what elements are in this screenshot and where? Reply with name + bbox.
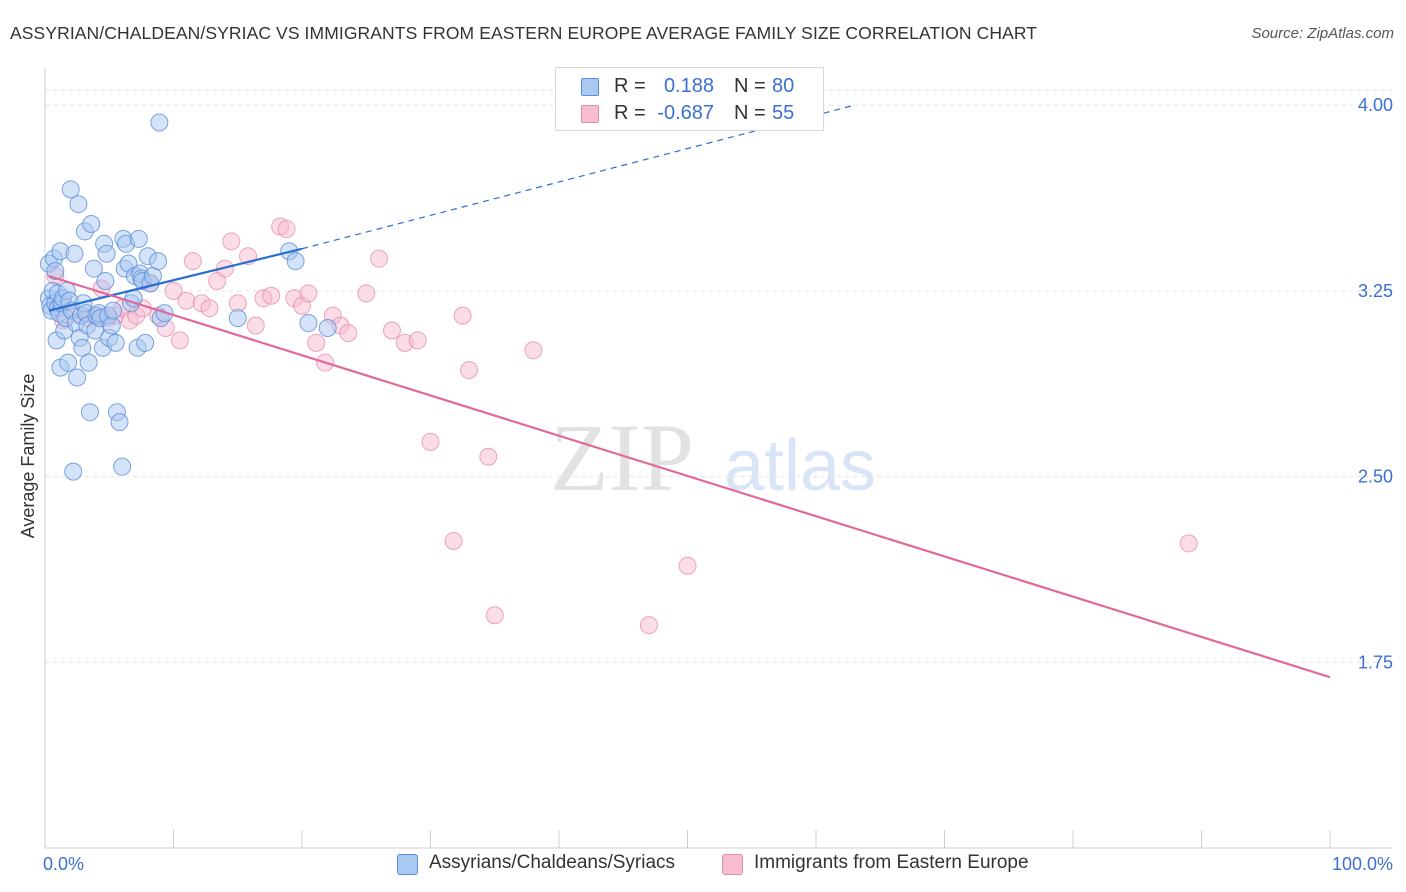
legend-n-label: N = bbox=[734, 102, 766, 124]
legend-r-label: R = bbox=[614, 102, 646, 124]
x-tick-label-end: 100.0% bbox=[1332, 854, 1393, 874]
legend-n-value-pink: 55 bbox=[772, 102, 795, 124]
watermark-zip: ZIP bbox=[550, 404, 694, 511]
blue-data-point bbox=[82, 215, 101, 233]
y-tick-label: 2.50 bbox=[1358, 467, 1393, 487]
legend-r-value-blue: 0.188 bbox=[663, 75, 714, 97]
pink-data-point bbox=[246, 316, 265, 335]
pink-data-point bbox=[639, 616, 658, 635]
pink-data-point bbox=[479, 447, 498, 466]
blue-data-point bbox=[149, 252, 168, 271]
blue-data-point bbox=[59, 353, 78, 372]
pink-data-point bbox=[453, 306, 472, 325]
legend-r-label: R = bbox=[614, 75, 646, 97]
y-tick-label: 3.25 bbox=[1358, 281, 1393, 301]
pink-data-point bbox=[299, 284, 318, 303]
blue-trend-line bbox=[48, 247, 303, 312]
pink-data-point bbox=[277, 219, 296, 238]
pink-data-point bbox=[170, 331, 189, 350]
y-tick-label: 4.00 bbox=[1358, 95, 1393, 115]
blue-data-point bbox=[97, 244, 116, 263]
bottom-legend-swatch-pink bbox=[722, 854, 743, 875]
pink-data-point bbox=[262, 286, 281, 305]
blue-data-point bbox=[69, 195, 88, 214]
correlation-legend: R = 0.188 N = 80 R = -0.687 N = 55 bbox=[555, 67, 824, 131]
blue-data-point bbox=[299, 314, 318, 333]
legend-n-label: N = bbox=[734, 75, 766, 97]
pink-data-point bbox=[444, 531, 463, 550]
blue-data-point bbox=[286, 252, 305, 271]
blue-data-point bbox=[68, 368, 87, 387]
legend-swatch-pink bbox=[581, 105, 599, 123]
blue-data-point bbox=[80, 403, 99, 422]
blue-data-point bbox=[129, 229, 148, 248]
blue-series-points bbox=[39, 113, 337, 481]
bottom-legend-label-pink: Immigrants from Eastern Europe bbox=[754, 852, 1029, 873]
y-tick-label: 1.75 bbox=[1358, 652, 1393, 672]
pink-data-point bbox=[307, 333, 326, 352]
blue-data-point bbox=[84, 259, 103, 278]
pink-data-point bbox=[485, 606, 504, 625]
pink-data-point bbox=[370, 249, 389, 268]
chart-title: ASSYRIAN/CHALDEAN/SYRIAC VS IMMIGRANTS F… bbox=[10, 23, 1038, 43]
blue-data-point bbox=[150, 113, 169, 132]
legend-n-value-blue: 80 bbox=[772, 75, 795, 97]
pink-data-point bbox=[408, 331, 427, 350]
x-tick-label-start: 0.0% bbox=[43, 854, 84, 874]
blue-data-point bbox=[318, 319, 337, 337]
legend-row-blue: R = 0.188 N = 80 bbox=[556, 73, 823, 101]
pink-data-point bbox=[177, 291, 196, 310]
pink-trend-line bbox=[48, 274, 1331, 679]
blue-data-point bbox=[79, 353, 98, 372]
y-axis-label: Average Family Size bbox=[18, 374, 38, 539]
watermark-atlas: atlas bbox=[724, 426, 876, 506]
pink-data-point bbox=[1179, 534, 1198, 553]
blue-data-point bbox=[110, 413, 129, 432]
legend-r-value-pink: -0.687 bbox=[657, 102, 714, 124]
pink-data-point bbox=[460, 361, 479, 380]
blue-data-point bbox=[136, 333, 155, 352]
blue-data-point bbox=[228, 309, 247, 328]
pink-data-point bbox=[678, 556, 697, 575]
watermark: ZIP atlas bbox=[550, 404, 876, 511]
legend-row-pink: R = -0.687 N = 55 bbox=[556, 100, 823, 128]
blue-data-point bbox=[64, 462, 83, 481]
bottom-legend-label-blue: Assyrians/Chaldeans/Syriacs bbox=[429, 852, 676, 873]
blue-data-point bbox=[46, 262, 65, 281]
grid-lines bbox=[45, 89, 1392, 663]
pink-data-point bbox=[183, 252, 202, 271]
pink-data-point bbox=[164, 281, 183, 300]
pink-data-point bbox=[200, 299, 219, 318]
blue-data-point bbox=[104, 301, 123, 320]
blue-data-point bbox=[96, 271, 115, 290]
source-label: Source: ZipAtlas.com bbox=[1251, 25, 1394, 42]
pink-data-point bbox=[382, 321, 401, 340]
trend-lines bbox=[48, 104, 1331, 679]
pink-data-point bbox=[421, 432, 440, 451]
blue-data-point bbox=[113, 457, 132, 476]
bottom-legend-swatch-blue bbox=[397, 854, 418, 875]
pink-data-point bbox=[222, 232, 241, 251]
pink-data-point bbox=[524, 341, 543, 360]
axis-labels: 1.75 2.50 3.25 4.00 0.0% 100.0% Average Family… bbox=[18, 95, 1393, 874]
blue-data-point bbox=[73, 338, 92, 357]
blue-data-point bbox=[106, 333, 125, 352]
blue-data-point bbox=[65, 244, 84, 263]
legend-swatch-blue bbox=[581, 78, 599, 96]
axes bbox=[44, 68, 1392, 849]
pink-data-point bbox=[339, 323, 358, 342]
pink-data-point bbox=[357, 284, 376, 303]
blue-data-point bbox=[61, 180, 80, 199]
